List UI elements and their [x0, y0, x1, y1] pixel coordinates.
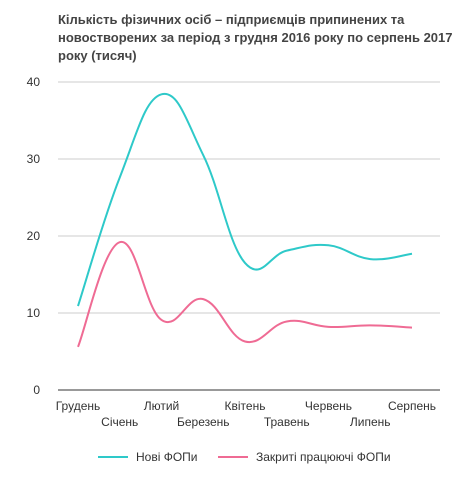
legend-item-new[interactable]: Нові ФОПи	[98, 450, 198, 464]
x-tick-label: Червень	[305, 399, 352, 413]
x-tick-label: Липень	[350, 415, 391, 429]
chart-title: Кількість фізичних осіб – підприємців пр…	[58, 12, 453, 63]
x-tick-label: Травень	[264, 415, 310, 429]
x-tick-label: Січень	[101, 415, 138, 429]
legend-label-new: Нові ФОПи	[136, 450, 198, 464]
x-tick-label: Лютий	[144, 399, 180, 413]
series-line-new	[77, 93, 413, 307]
legend-label-closed: Закриті працюючі ФОПи	[256, 450, 391, 464]
legend: Нові ФОПи Закриті працюючі ФОПи	[0, 450, 463, 470]
y-tick-label: 0	[33, 383, 40, 397]
y-tick-label: 10	[27, 306, 41, 320]
legend-swatch-closed	[218, 456, 248, 458]
legend-item-closed[interactable]: Закриті працюючі ФОПи	[218, 450, 391, 464]
y-axis-labels: 0 10 20 30 40	[27, 75, 41, 397]
series-lines	[77, 93, 413, 348]
legend-swatch-new	[98, 456, 128, 458]
y-tick-label: 20	[27, 229, 41, 243]
x-tick-label: Серпень	[388, 399, 436, 413]
series-line-closed	[77, 241, 413, 348]
x-tick-label: Березень	[177, 415, 230, 429]
y-tick-label: 40	[27, 75, 41, 89]
y-tick-label: 30	[27, 152, 41, 166]
grid-lines	[58, 81, 440, 391]
x-tick-label: Грудень	[56, 399, 101, 413]
x-tick-label: Квітень	[225, 399, 266, 413]
